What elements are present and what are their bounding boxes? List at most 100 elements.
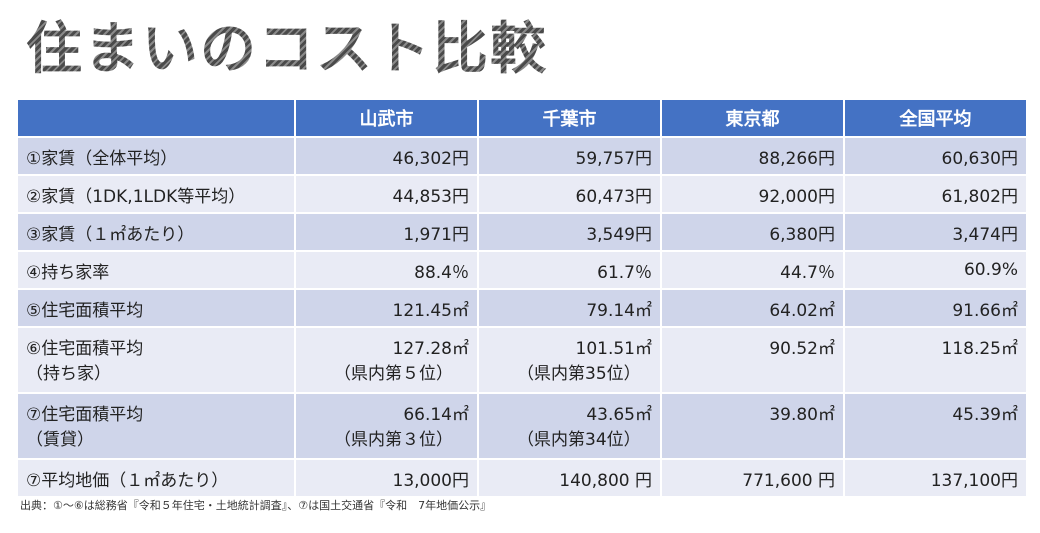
header-cell-chiba: 千葉市: [479, 100, 660, 136]
header-cell-blank: [18, 100, 294, 136]
cell-value: 90.52㎡: [769, 339, 835, 359]
value-cell: 46,302円: [296, 138, 477, 174]
cell-value: 118.25㎡: [941, 339, 1018, 359]
row-label: ⑦住宅面積平均 （賃貸）: [18, 394, 294, 458]
value-cell: 90.52㎡: [662, 328, 843, 392]
value-cell: 66.14㎡ （県内第３位）: [296, 394, 477, 458]
cell-value: 61,802円: [941, 186, 1018, 207]
cell-value: 140,800 円: [559, 470, 652, 491]
table-row: ③家賃（１㎡あたり） 1,971円 3,549円 6,380円 3,474円: [18, 214, 1026, 250]
table-row: ①家賃（全体平均） 46,302円 59,757円 88,266円 60,630円: [18, 138, 1026, 174]
value-cell: 45.39㎡: [845, 394, 1026, 458]
cell-value: 88.4％: [414, 262, 469, 283]
cell-value: 121.45㎡: [392, 300, 469, 321]
value-cell: 92,000円: [662, 176, 843, 212]
row-label-line: ④持ち家率: [26, 262, 110, 283]
row-label-line: ⑦住宅面積平均: [26, 405, 144, 425]
cell-value: 45.39㎡: [952, 405, 1018, 425]
row-label: ⑤住宅面積平均: [18, 290, 294, 326]
value-cell: 6,380円: [662, 214, 843, 250]
value-cell: 140,800 円: [479, 460, 660, 496]
row-label-line: ⑦平均地価（１㎡あたり）: [26, 470, 229, 491]
cell-value: 61.7％: [597, 262, 652, 283]
row-label-line: （持ち家）: [26, 364, 111, 384]
value-cell: 88.4％: [296, 252, 477, 288]
value-cell: 3,549円: [479, 214, 660, 250]
cell-value: 101.51㎡: [575, 339, 652, 359]
row-label-line: ⑤住宅面積平均: [26, 300, 144, 321]
table-row: ⑤住宅面積平均 121.45㎡ 79.14㎡ 64.02㎡ 91.66㎡: [18, 290, 1026, 326]
cell-value: 79.14㎡: [586, 300, 652, 321]
row-label-line: ③家賃（１㎡あたり）: [26, 224, 195, 245]
value-cell: 13,000円: [296, 460, 477, 496]
value-cell: 43.65㎡ （県内第34位）: [479, 394, 660, 458]
table-header-row: 山武市 千葉市 東京都 全国平均: [18, 100, 1026, 136]
cell-value: 46,302円: [392, 148, 469, 169]
source-note: 出典：①～⑥は総務省『令和５年住宅・土地統計調査』、⑦は国土交通省『令和 7年地…: [20, 499, 492, 512]
row-label-line: （賃貸）: [26, 430, 94, 450]
value-cell: 59,757円: [479, 138, 660, 174]
cell-value: 1,971円: [403, 224, 469, 245]
value-cell: 60.9%: [845, 252, 1026, 288]
value-cell: 121.45㎡: [296, 290, 477, 326]
cell-value: 60.9%: [963, 260, 1018, 280]
cell-value: 59,757円: [575, 148, 652, 169]
cell-rank: （県内第34位）: [517, 430, 641, 450]
cell-value: 44,853円: [392, 186, 469, 207]
cell-value: 91.66㎡: [952, 300, 1018, 321]
row-label-line: ①家賃（全体平均）: [26, 148, 178, 169]
value-cell: 137,100円: [845, 460, 1026, 496]
header-cell-national: 全国平均: [845, 100, 1026, 136]
cell-rank: （県内第３位）: [334, 430, 453, 450]
cell-value: 39.80㎡: [769, 405, 835, 425]
cell-value: 44.7％: [780, 262, 835, 283]
cell-value: 92,000円: [758, 186, 835, 207]
cell-rank: （県内第35位）: [517, 364, 641, 384]
value-cell: 61,802円: [845, 176, 1026, 212]
cell-value: 66.14㎡: [403, 405, 469, 425]
cell-value: 13,000円: [392, 470, 469, 491]
header-cell-tokyo: 東京都: [662, 100, 843, 136]
value-cell: 118.25㎡: [845, 328, 1026, 392]
value-cell: 39.80㎡: [662, 394, 843, 458]
cell-value: 60,473円: [575, 186, 652, 207]
cell-value: 88,266円: [758, 148, 835, 169]
table-row: ④持ち家率 88.4％ 61.7％ 44.7％ 60.9%: [18, 252, 1026, 288]
value-cell: 60,630円: [845, 138, 1026, 174]
cell-value: 60,630円: [941, 148, 1018, 169]
cell-value: 3,549円: [586, 224, 652, 245]
value-cell: 44,853円: [296, 176, 477, 212]
value-cell: 91.66㎡: [845, 290, 1026, 326]
value-cell: 3,474円: [845, 214, 1026, 250]
cell-value: 64.02㎡: [769, 300, 835, 321]
row-label: ⑦平均地価（１㎡あたり）: [18, 460, 294, 496]
value-cell: 79.14㎡: [479, 290, 660, 326]
cell-value: 137,100円: [930, 470, 1018, 491]
row-label: ①家賃（全体平均）: [18, 138, 294, 174]
row-label-line: ⑥住宅面積平均: [26, 339, 144, 359]
value-cell: 127.28㎡ （県内第５位）: [296, 328, 477, 392]
row-label-line: ②家賃（1DK,1LDK等平均）: [26, 186, 246, 207]
row-label: ⑥住宅面積平均 （持ち家）: [18, 328, 294, 392]
table-row: ⑦住宅面積平均 （賃貸） 66.14㎡ （県内第３位） 43.65㎡ （県内第34位） 39…: [18, 394, 1026, 458]
table-row: ⑥住宅面積平均 （持ち家） 127.28㎡ （県内第５位） 101.51㎡ （県内第35位…: [18, 328, 1026, 392]
value-cell: 60,473円: [479, 176, 660, 212]
table-row: ②家賃（1DK,1LDK等平均） 44,853円 60,473円 92,000円 61,…: [18, 176, 1026, 212]
cost-comparison-table: 山武市 千葉市 東京都 全国平均 ①家賃（全体平均） 46,302円 59,757円…: [16, 98, 1028, 498]
value-cell: 88,266円: [662, 138, 843, 174]
header-cell-sammu: 山武市: [296, 100, 477, 136]
value-cell: 44.7％: [662, 252, 843, 288]
cell-value: 771,600 円: [742, 470, 835, 491]
cell-value: 6,380円: [769, 224, 835, 245]
value-cell: 64.02㎡: [662, 290, 843, 326]
cell-value: 3,474円: [952, 224, 1018, 245]
table-row: ⑦平均地価（１㎡あたり） 13,000円 140,800 円 771,600 円 137…: [18, 460, 1026, 496]
value-cell: 771,600 円: [662, 460, 843, 496]
value-cell: 1,971円: [296, 214, 477, 250]
row-label: ②家賃（1DK,1LDK等平均）: [18, 176, 294, 212]
value-cell: 61.7％: [479, 252, 660, 288]
row-label: ④持ち家率: [18, 252, 294, 288]
cell-value: 43.65㎡: [586, 405, 652, 425]
cell-rank: （県内第５位）: [334, 364, 453, 384]
cell-value: 127.28㎡: [392, 339, 469, 359]
